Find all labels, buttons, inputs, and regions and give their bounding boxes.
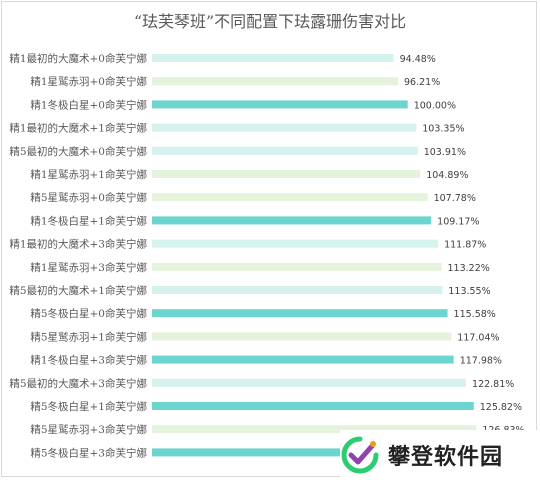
bar bbox=[152, 448, 489, 457]
category-label: 精1最初的大魔术+3命芙宁娜 bbox=[9, 238, 147, 251]
bar bbox=[152, 216, 432, 225]
data-label: 115.58% bbox=[454, 309, 496, 320]
category-label: 精5冬极白星+0命芙宁娜 bbox=[30, 307, 147, 320]
category-label: 精5冬极白星+3命芙宁娜 bbox=[30, 446, 147, 459]
category-label: 精1最初的大魔术+1命芙宁娜 bbox=[9, 122, 147, 135]
category-label: 精5最初的大魔术+3命芙宁娜 bbox=[9, 377, 147, 390]
bar bbox=[152, 146, 418, 155]
data-label: 96.21% bbox=[404, 77, 440, 88]
data-label: 103.91% bbox=[424, 147, 466, 158]
bar bbox=[152, 309, 448, 318]
category-label: 精5最初的大魔术+1命芙宁娜 bbox=[9, 284, 147, 297]
category-label: 精5最初的大魔术+0命芙宁娜 bbox=[9, 145, 147, 158]
category-label: 精5星鹫赤羽+3命芙宁娜 bbox=[30, 423, 147, 436]
bar bbox=[152, 378, 467, 387]
data-label: 125.82% bbox=[480, 402, 522, 413]
bar bbox=[152, 355, 454, 364]
bar bbox=[152, 262, 442, 271]
bar bbox=[152, 54, 394, 62]
data-label: 103.35% bbox=[422, 124, 464, 135]
watermark-text: 攀登软件园 bbox=[388, 445, 504, 470]
bar bbox=[152, 239, 439, 248]
bar bbox=[152, 123, 417, 132]
bar bbox=[152, 402, 474, 410]
data-label: 122.81% bbox=[472, 379, 514, 390]
category-label: 精1冬极白星+0命芙宁娜 bbox=[30, 98, 147, 111]
bar bbox=[152, 77, 399, 86]
bar bbox=[152, 425, 477, 434]
data-label: 117.98% bbox=[460, 356, 502, 367]
bar bbox=[152, 286, 443, 294]
data-label: 100.00% bbox=[414, 100, 456, 111]
watermark: 攀登软件园 bbox=[340, 430, 540, 480]
data-label: 104.89% bbox=[426, 170, 468, 181]
category-label: 精1最初的大魔术+0命芙宁娜 bbox=[9, 52, 147, 65]
category-label: 精1星鹫赤羽+3命芙宁娜 bbox=[30, 261, 147, 274]
category-label: 精5星鹫赤羽+0命芙宁娜 bbox=[30, 191, 147, 204]
check-circle-logo-icon bbox=[341, 436, 379, 474]
data-label: 94.48% bbox=[400, 54, 436, 65]
bar bbox=[152, 170, 421, 178]
chart-title: “珐芙琴班”不同配置下珐露珊伤害对比 bbox=[133, 12, 407, 31]
data-label: 109.17% bbox=[437, 216, 479, 227]
category-label: 精1星鹫赤羽+1命芙宁娜 bbox=[30, 168, 147, 181]
category-label: 精1冬极白星+3命芙宁娜 bbox=[30, 354, 147, 367]
data-label: 113.55% bbox=[448, 286, 490, 297]
data-label: 113.22% bbox=[448, 263, 490, 274]
data-label: 107.78% bbox=[434, 193, 476, 204]
category-label: 精1冬极白星+1命芙宁娜 bbox=[30, 214, 147, 227]
bar bbox=[152, 100, 408, 109]
bars bbox=[152, 54, 489, 457]
category-label: 精1星鹫赤羽+0命芙宁娜 bbox=[30, 75, 147, 88]
data-label: 117.04% bbox=[457, 332, 499, 343]
category-label: 精5星鹫赤羽+1命芙宁娜 bbox=[30, 330, 147, 343]
bar bbox=[152, 332, 452, 341]
data-label: 111.87% bbox=[444, 240, 486, 251]
category-label: 精5冬极白星+1命芙宁娜 bbox=[30, 400, 147, 413]
category-labels: 精1最初的大魔术+0命芙宁娜精1星鹫赤羽+0命芙宁娜精1冬极白星+0命芙宁娜精1… bbox=[9, 52, 147, 459]
bar bbox=[152, 193, 428, 202]
